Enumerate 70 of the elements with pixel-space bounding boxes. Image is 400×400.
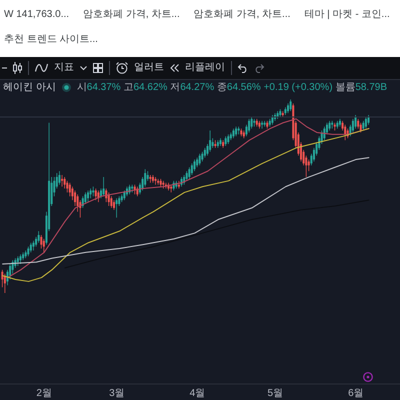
candlestick [186, 170, 188, 182]
candlestick [92, 186, 94, 197]
candlestick [94, 188, 97, 201]
text: W 141,763.0... [4, 8, 70, 21]
candlestick [58, 170, 60, 186]
candlestick [224, 136, 227, 146]
candlestick [357, 118, 360, 129]
x-tick-label: 6월 [348, 388, 364, 400]
text: 추천 트렌드 사이트... [4, 33, 98, 46]
candlestick [352, 118, 354, 133]
candlestick [364, 116, 367, 129]
candlestick [328, 120, 331, 131]
text: 암호화폐 가격, 차트... [194, 8, 290, 21]
candlestick [354, 114, 357, 129]
candlestick [19, 254, 22, 264]
candlestick [212, 138, 214, 148]
candlestick [42, 238, 45, 253]
candlestick [190, 163, 193, 176]
candlestick [123, 190, 126, 201]
candlestick [64, 176, 66, 189]
candlestick [66, 180, 68, 193]
candlestick [250, 116, 253, 129]
candlestick [32, 240, 34, 251]
candlestick [16, 256, 19, 266]
candlestick [235, 126, 238, 137]
candlestick [4, 273, 6, 294]
candlestick [368, 114, 370, 126]
candlestick [102, 176, 105, 197]
candlestick [308, 159, 310, 172]
candlestick [87, 190, 90, 202]
text: 암호화폐 가격, 차트... [83, 8, 180, 21]
candlestick [144, 168, 146, 187]
candlestick [287, 103, 290, 114]
x-tick-label: 4월 [190, 388, 206, 400]
candlestick [209, 130, 212, 152]
candlestick [198, 153, 201, 166]
candlestick [61, 174, 64, 187]
candlestick [154, 176, 157, 186]
candlestick [188, 166, 190, 180]
candlestick [82, 196, 84, 208]
candlestick [360, 122, 362, 133]
x-tick-label: 2월 [36, 388, 52, 400]
candlestick [112, 200, 115, 210]
candlestick [27, 246, 30, 257]
candlestick [40, 234, 42, 249]
x-tick-label: 3월 [109, 388, 125, 400]
candlestick [227, 134, 230, 144]
candlestick [90, 188, 92, 199]
text: 시64.37% 고64.62% 저64.27% 종64.56% +0.19 (+0.30%) 볼륨58.79B [76, 82, 388, 92]
text: 지표 [54, 62, 74, 74]
candlestick [271, 114, 274, 126]
candlestick [201, 151, 204, 162]
x-tick-label: 5월 [268, 388, 284, 400]
text: 테마 | 마켓 - 코인... [304, 8, 390, 21]
text: 리플레이 [185, 62, 225, 74]
candlestick [146, 170, 149, 182]
candlestick [30, 242, 32, 253]
candlestick [110, 196, 112, 208]
candlestick [194, 159, 196, 172]
candlestick [196, 157, 198, 168]
candlestick [248, 118, 250, 133]
candlestick [38, 230, 40, 244]
candlestick [232, 128, 234, 139]
candlestick [116, 198, 118, 218]
candlestick [204, 148, 206, 158]
candlestick [68, 182, 71, 197]
text: 얼러트 [134, 62, 164, 74]
chart-title: 헤이킨 아시 [3, 82, 56, 94]
candlestick [344, 124, 346, 141]
candlestick [290, 99, 292, 112]
